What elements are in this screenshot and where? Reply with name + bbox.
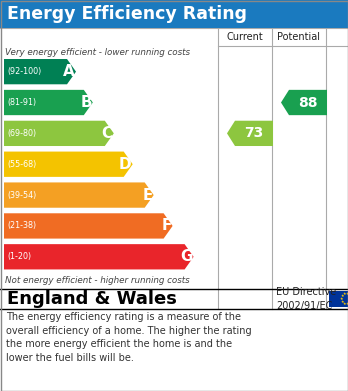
Text: B: B — [80, 95, 92, 110]
Text: ★: ★ — [340, 297, 343, 301]
Text: C: C — [102, 126, 113, 141]
Polygon shape — [281, 90, 327, 115]
Polygon shape — [4, 244, 193, 269]
Text: D: D — [119, 157, 132, 172]
Text: A: A — [63, 64, 75, 79]
Bar — [0, 0, 348, 28]
Text: England & Wales: England & Wales — [7, 290, 177, 308]
Text: ★: ★ — [341, 294, 344, 298]
Text: ★: ★ — [341, 300, 344, 304]
Text: (81-91): (81-91) — [7, 98, 36, 107]
Text: 2002/91/EC: 2002/91/EC — [276, 301, 332, 311]
Text: 73: 73 — [244, 126, 264, 140]
Text: (21-38): (21-38) — [7, 221, 36, 230]
Text: (39-54): (39-54) — [7, 190, 36, 199]
Text: ★: ★ — [345, 292, 348, 296]
Text: F: F — [161, 219, 172, 233]
Bar — [329, 291, 348, 307]
Polygon shape — [4, 121, 114, 146]
Text: Very energy efficient - lower running costs: Very energy efficient - lower running co… — [5, 48, 190, 57]
Text: (69-80): (69-80) — [7, 129, 36, 138]
Text: ★: ★ — [345, 303, 348, 307]
Polygon shape — [227, 121, 273, 146]
Text: EU Directive: EU Directive — [276, 287, 336, 297]
Text: Not energy efficient - higher running costs: Not energy efficient - higher running co… — [5, 276, 190, 285]
Text: 88: 88 — [298, 95, 318, 109]
Text: Current: Current — [227, 32, 263, 42]
Polygon shape — [4, 152, 133, 177]
Text: (1-20): (1-20) — [7, 252, 31, 261]
Polygon shape — [4, 59, 76, 84]
Polygon shape — [4, 183, 154, 208]
Polygon shape — [4, 90, 93, 115]
Polygon shape — [4, 213, 173, 239]
Text: ★: ★ — [342, 292, 346, 296]
Text: Potential: Potential — [277, 32, 321, 42]
Text: ★: ★ — [342, 302, 346, 306]
Text: G: G — [180, 249, 192, 264]
Text: E: E — [142, 188, 153, 203]
Text: The energy efficiency rating is a measure of the
overall efficiency of a home. T: The energy efficiency rating is a measur… — [6, 312, 252, 363]
Text: (92-100): (92-100) — [7, 67, 41, 76]
Text: Energy Efficiency Rating: Energy Efficiency Rating — [7, 5, 247, 23]
Text: (55-68): (55-68) — [7, 160, 36, 169]
